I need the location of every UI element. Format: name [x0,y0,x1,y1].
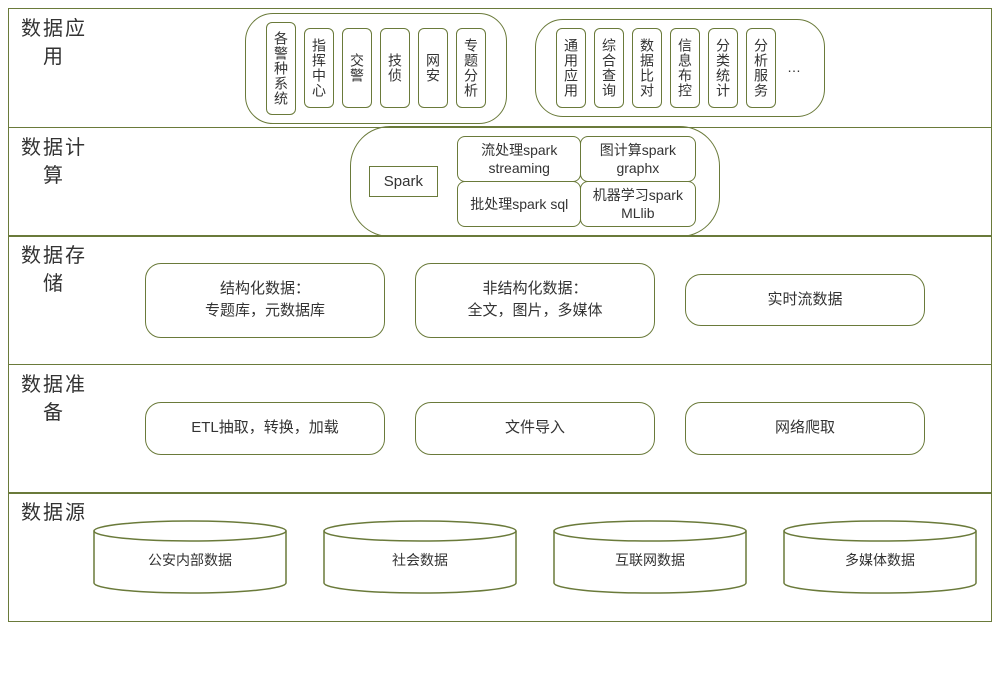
compute-cell-graphx: 图计算spark graphx [580,136,696,182]
layer-source: 数据源 公安内部数据 社会数据 互联网数据 [8,492,992,622]
storage-box-stream: 实时流数据 [685,274,925,327]
app-item: 网安 [418,28,448,108]
source-label: 互联网数据 [615,550,685,570]
compute-grid: 流处理spark streaming 图计算spark graphx 批处理sp… [458,137,695,227]
app-group-1: 各警种系统 指挥中心 交警 技侦 网安 专题分析 [245,13,507,124]
storage-content: 结构化数据： 专题库，元数据库 非结构化数据： 全文，图片，多媒体 实时流数据 [89,242,981,358]
layer-label-application: 数据应用 [19,15,89,121]
prep-box-crawl: 网络爬取 [685,402,925,455]
app-item: 信息布控 [670,28,700,108]
source-content: 公安内部数据 社会数据 互联网数据 多媒体数据 [89,499,981,615]
layer-label-compute: 数据计算 [19,134,89,230]
layer-label-storage: 数据存储 [19,242,89,358]
prep-box-file: 文件导入 [415,402,655,455]
app-item: 各警种系统 [266,22,296,115]
source-label: 多媒体数据 [845,550,915,570]
app-item: 技侦 [380,28,410,108]
app-item: 综合查询 [594,28,624,108]
compute-cell-streaming: 流处理spark streaming [457,136,581,182]
compute-content: Spark 流处理spark streaming 图计算spark graphx… [89,134,981,230]
app-item: 分析服务 [746,28,776,108]
storage-box-unstructured: 非结构化数据： 全文，图片，多媒体 [415,263,655,338]
app-content: 各警种系统 指挥中心 交警 技侦 网安 专题分析 通用应用 综合查询 数据比对 … [89,15,981,121]
compute-cell-sql: 批处理spark sql [457,181,581,227]
layer-compute: 数据计算 Spark 流处理spark streaming 图计算spark g… [8,127,992,237]
layer-label-source: 数据源 [19,499,89,615]
compute-cell-mllib: 机器学习spark MLlib [580,181,696,227]
layer-storage: 数据存储 结构化数据： 专题库，元数据库 非结构化数据： 全文，图片，多媒体 实… [8,235,992,365]
app-item: 专题分析 [456,28,486,108]
compute-pill: Spark 流处理spark streaming 图计算spark graphx… [350,126,720,238]
source-label: 公安内部数据 [148,550,232,570]
app-item: 数据比对 [632,28,662,108]
source-cylinder: 互联网数据 [550,519,750,595]
app-item: 交警 [342,28,372,108]
app-item: 指挥中心 [304,28,334,108]
layer-label-prep: 数据准备 [19,371,89,487]
spark-box: Spark [369,166,438,197]
prep-box-etl: ETL抽取，转换，加载 [145,402,385,455]
ellipsis: … [784,59,804,77]
source-cylinder: 多媒体数据 [780,519,980,595]
app-group-2: 通用应用 综合查询 数据比对 信息布控 分类统计 分析服务 … [535,19,825,117]
layer-application: 数据应用 各警种系统 指挥中心 交警 技侦 网安 专题分析 通用应用 综合查询 … [8,8,992,128]
source-label: 社会数据 [392,550,448,570]
app-item: 通用应用 [556,28,586,108]
prep-content: ETL抽取，转换，加载 文件导入 网络爬取 [89,371,981,487]
source-cylinder: 社会数据 [320,519,520,595]
app-item: 分类统计 [708,28,738,108]
source-cylinder: 公安内部数据 [90,519,290,595]
layer-prep: 数据准备 ETL抽取，转换，加载 文件导入 网络爬取 [8,364,992,494]
storage-box-structured: 结构化数据： 专题库，元数据库 [145,263,385,338]
